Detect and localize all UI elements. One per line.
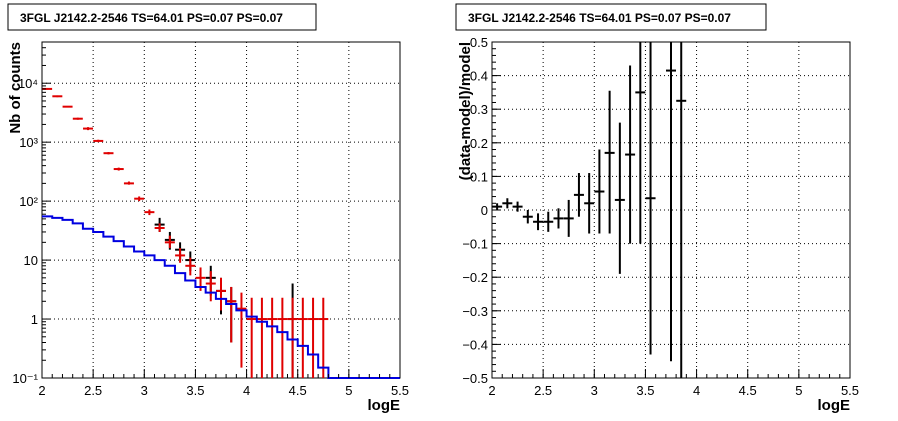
right-title-box: 3FGL J2142.2-2546 TS=64.01 PS=0.07 PS=0.… (455, 3, 767, 31)
y-tick-label: 10³ (19, 135, 38, 150)
x-tick-label: 2.5 (534, 383, 552, 398)
y-tick-label: −0.3 (462, 304, 488, 319)
left-panel: 2 2.5 3 3.5 4 4.5 5 5.5 10⁻¹ 1 10 10² 10³ 10⁴ 3FGL J2… (7, 3, 409, 414)
left-x-axis-label: logE (368, 397, 401, 414)
left-y-axis-label: Nb of counts (7, 42, 24, 134)
right-title: 3FGL J2142.2-2546 TS=64.01 PS=0.07 PS=0.… (468, 11, 731, 25)
x-tick-label: 4.5 (289, 383, 307, 398)
y-tick-label: 1 (31, 312, 38, 327)
right-x-axis-label: logE (818, 397, 851, 414)
left-title-box: 3FGL J2142.2-2546 TS=64.01 PS=0.07 PS=0.… (7, 3, 317, 31)
y-tick-label: 10 (24, 253, 38, 268)
y-tick-label: −0.2 (462, 270, 488, 285)
x-tick-label: 5 (795, 383, 802, 398)
left-marks (42, 87, 400, 379)
y-tick-label: 10⁴ (18, 76, 38, 91)
y-tick-label: −0.5 (462, 371, 488, 386)
right-y-axis-label: (data-model)/model (457, 42, 474, 180)
y-tick-label: 10² (19, 194, 38, 209)
series-0 (492, 42, 687, 378)
y-tick-label: 0.3 (470, 102, 488, 117)
x-tick-label: 2 (488, 383, 495, 398)
x-tick-label: 3.5 (186, 383, 204, 398)
left-axes: 2 2.5 3 3.5 4 4.5 5 5.5 10⁻¹ 1 10 10² 10³ 10⁴ (12, 47, 409, 398)
right-panel: 2 2.5 3 3.5 4 4.5 5 5.5 −0.5 −0.4 −0.3 −0.2 −0.1 0 0.1… (455, 3, 859, 414)
right-grid (492, 42, 850, 378)
y-tick-label: 0.2 (470, 136, 488, 151)
y-tick-label: −0.1 (462, 237, 488, 252)
left-plot-frame (41, 41, 401, 379)
x-tick-label: 5.5 (841, 383, 859, 398)
series-2 (42, 215, 400, 379)
left-title: 3FGL J2142.2-2546 TS=64.01 PS=0.07 PS=0.… (20, 11, 283, 25)
x-tick-label: 4 (243, 383, 250, 398)
y-tick-label: 0.1 (470, 169, 488, 184)
x-tick-label: 2 (38, 383, 45, 398)
x-tick-label: 3 (591, 383, 598, 398)
x-tick-label: 4.5 (739, 383, 757, 398)
x-tick-label: 3 (141, 383, 148, 398)
x-tick-label: 3.5 (636, 383, 654, 398)
x-tick-label: 2.5 (84, 383, 102, 398)
y-tick-label: 0.5 (470, 35, 488, 50)
x-tick-label: 4 (693, 383, 700, 398)
left-grid (42, 42, 400, 378)
x-tick-label: 5.5 (391, 383, 409, 398)
series-1 (42, 87, 329, 378)
y-tick-label: −0.4 (462, 337, 488, 352)
y-tick-label: 0.4 (470, 69, 488, 84)
y-tick-label: 0 (481, 203, 488, 218)
model-step-line (42, 215, 400, 379)
y-tick-label: 10⁻¹ (12, 371, 38, 386)
right-marks (492, 42, 687, 378)
x-tick-label: 5 (345, 383, 352, 398)
right-axes: 2 2.5 3 3.5 4 4.5 5 5.5 −0.5 −0.4 −0.3 −0.2 −0.1 0 0.1… (462, 35, 859, 398)
